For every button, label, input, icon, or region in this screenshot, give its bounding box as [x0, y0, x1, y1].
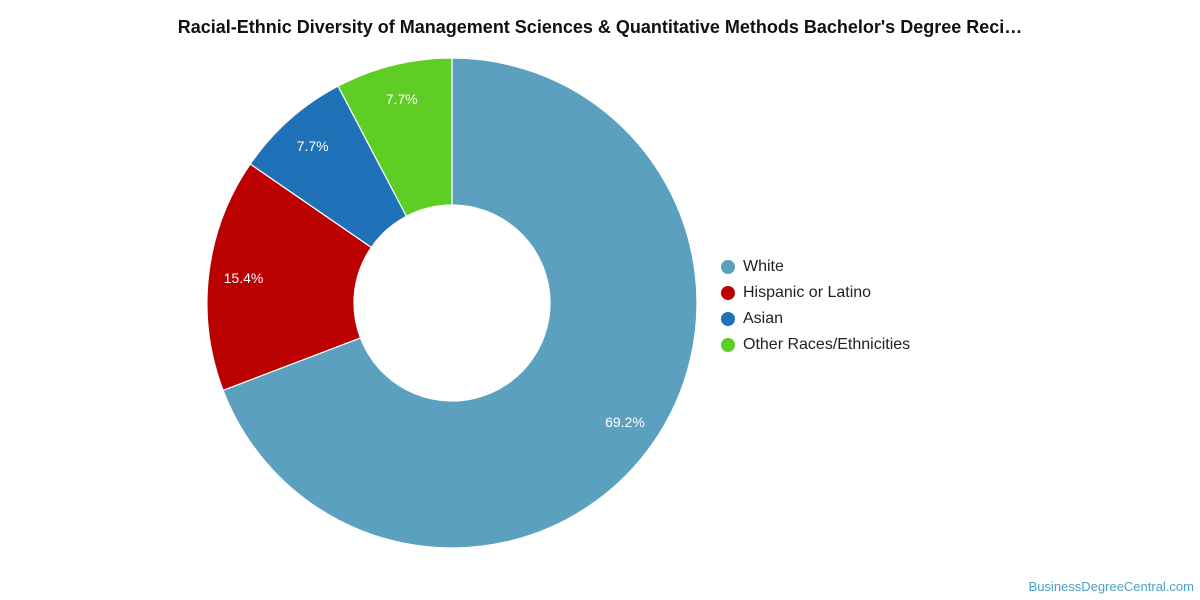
slice-hispanic-or-latino[interactable]	[206, 163, 373, 392]
slice-other-races-ethnicities[interactable]	[337, 57, 453, 218]
chart-title: Racial-Ethnic Diversity of Management Sc…	[177, 17, 1023, 37]
legend-swatch	[721, 338, 735, 352]
data-label: 15.4%	[224, 270, 264, 286]
legend-swatch	[721, 260, 735, 274]
legend-label: Asian	[743, 310, 784, 327]
legend-swatch	[721, 312, 735, 326]
legend-label: Hispanic or Latino	[743, 284, 872, 301]
source-credit[interactable]: BusinessDegreeCentral.com	[1028, 579, 1194, 594]
legend-item[interactable]: Asian	[721, 306, 910, 332]
legend-label: Other Races/Ethnicities	[743, 336, 911, 353]
data-label: 7.7%	[386, 91, 418, 107]
legend-item[interactable]: White	[721, 254, 910, 280]
slice-white[interactable]	[222, 57, 698, 549]
legend-swatch	[721, 286, 735, 300]
data-label: 69.2%	[605, 414, 645, 430]
chart-legend: White Hispanic or Latino Asian Other Races/…	[721, 254, 910, 358]
data-label: 7.7%	[297, 138, 329, 154]
legend-label: White	[743, 258, 784, 275]
legend-item[interactable]: Other Races/Ethnicities	[721, 332, 910, 358]
legend-item[interactable]: Hispanic or Latino	[721, 280, 910, 306]
